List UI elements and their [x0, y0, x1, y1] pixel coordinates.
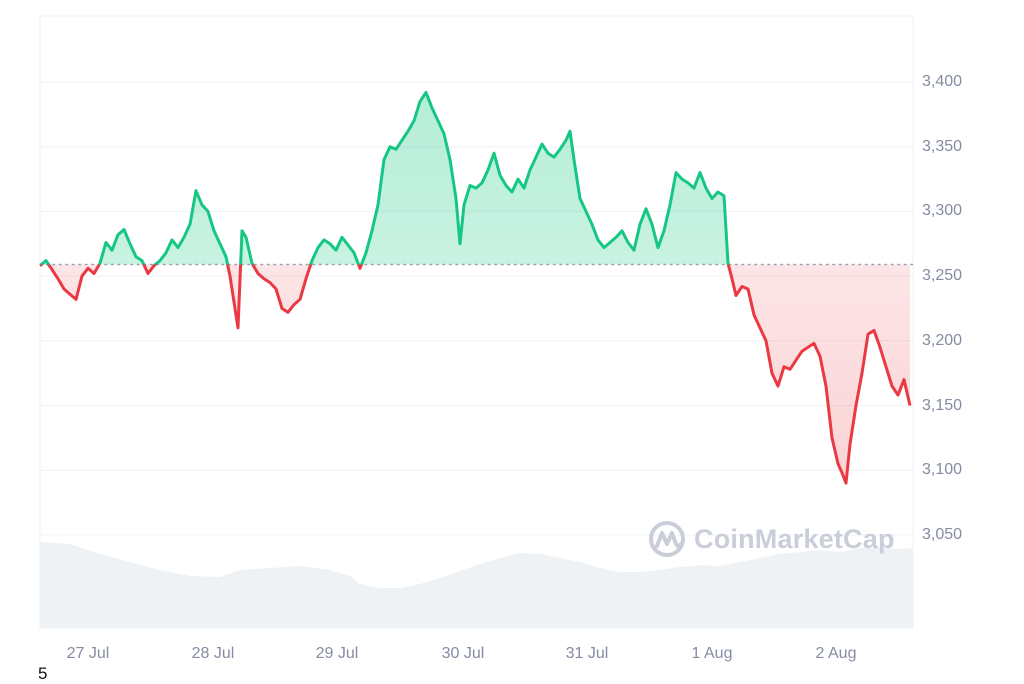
x-tick-label: 1 Aug: [691, 645, 733, 662]
x-tick-label: 30 Jul: [441, 645, 485, 662]
corner-label: 5: [38, 664, 48, 683]
y-tick-label: 3,250: [922, 267, 963, 285]
y-tick-label: 3,350: [922, 137, 963, 155]
x-tick-label: 29 Jul: [315, 645, 359, 662]
x-tick-label: 27 Jul: [66, 645, 110, 662]
watermark-text: CoinMarketCap: [694, 523, 895, 554]
y-tick-label: 3,050: [922, 525, 963, 543]
y-tick-label: 3,200: [922, 331, 963, 349]
x-tick-label: 31 Jul: [565, 645, 609, 662]
y-tick-label: 3,300: [922, 202, 963, 220]
x-tick-label: 2 Aug: [815, 645, 857, 662]
price-line-above: [40, 90, 730, 265]
y-tick-label: 3,100: [922, 461, 963, 479]
coinmarketcap-logo-icon: [649, 521, 685, 557]
y-tick-label: 3,150: [922, 396, 963, 414]
price-area-above: [40, 92, 910, 265]
y-tick-label: 3,400: [922, 73, 963, 90]
coinmarketcap-watermark: CoinMarketCap: [648, 520, 895, 558]
price-line-below: [40, 264, 912, 485]
x-tick-label: 28 Jul: [191, 645, 235, 662]
volume-area: [40, 542, 913, 628]
price-area-below: [40, 264, 910, 484]
gridlines: [40, 81, 913, 536]
